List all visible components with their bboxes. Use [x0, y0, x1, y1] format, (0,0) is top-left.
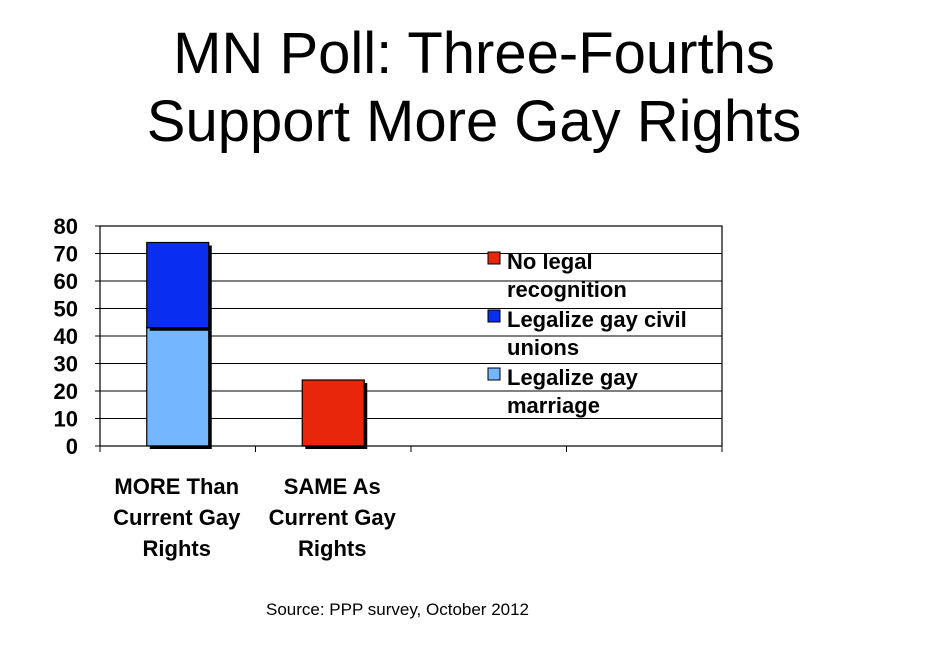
- category-label-1-1: Current Gay: [269, 505, 397, 530]
- category-label-1-2: Rights: [298, 536, 366, 561]
- chart-title: MN Poll: Three-Fourths Support More Gay …: [0, 20, 948, 156]
- ytick-label-80: 80: [54, 214, 78, 239]
- legend-label-2-0: No legal: [507, 249, 593, 274]
- ytick-label-30: 30: [54, 352, 78, 377]
- legend-label-0-0: Legalize gay: [507, 365, 639, 390]
- bar-0-0: [146, 327, 210, 447]
- category-label-0-2: Rights: [143, 536, 211, 561]
- bar-0-1: [146, 241, 210, 329]
- title-line-1: MN Poll: Three-Fourths: [173, 21, 775, 86]
- legend-label-0-1: marriage: [507, 393, 600, 418]
- ytick-label-70: 70: [54, 242, 78, 267]
- ytick-label-0: 0: [66, 434, 78, 459]
- legend-swatch-2: [487, 251, 501, 265]
- legend-swatch-1: [487, 309, 501, 323]
- legend-label-1-0: Legalize gay civil: [507, 307, 687, 332]
- ytick-label-10: 10: [54, 407, 78, 432]
- legend-swatch-0: [487, 367, 501, 381]
- category-label-0-1: Current Gay: [113, 505, 241, 530]
- bar-1-2: [301, 379, 365, 447]
- title-line-2: Support More Gay Rights: [146, 89, 802, 154]
- ytick-label-40: 40: [54, 324, 78, 349]
- category-label-1-0: SAME As: [284, 474, 381, 499]
- ytick-label-50: 50: [54, 297, 78, 322]
- ytick-label-20: 20: [54, 379, 78, 404]
- category-label-0-0: MORE Than: [114, 474, 239, 499]
- legend-label-1-1: unions: [507, 335, 579, 360]
- source-note: Source: PPP survey, October 2012: [266, 600, 530, 619]
- ytick-label-60: 60: [54, 269, 78, 294]
- legend-label-2-1: recognition: [507, 277, 627, 302]
